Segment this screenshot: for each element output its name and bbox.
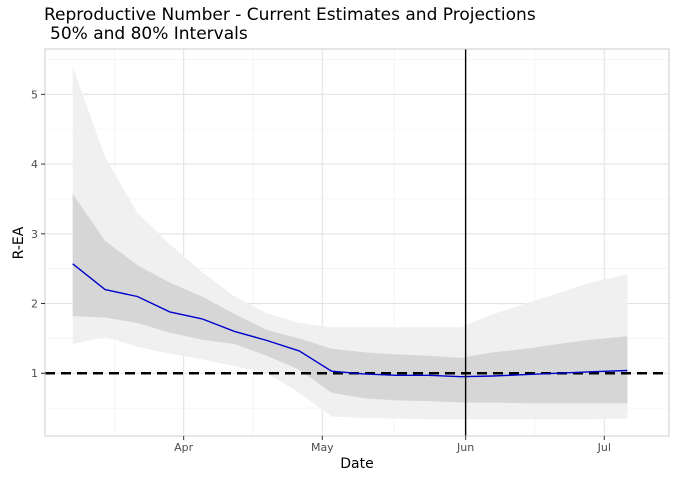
y-axis-ticks: 1 2 3 4 5 bbox=[31, 88, 45, 380]
x-tick-label: Apr bbox=[174, 441, 194, 454]
x-tick-label: Jun bbox=[456, 441, 474, 454]
y-tick-label: 1 bbox=[31, 367, 38, 380]
y-tick-label: 4 bbox=[31, 158, 38, 171]
plot-panel-border bbox=[44, 48, 670, 437]
y-tick-label: 5 bbox=[31, 88, 38, 101]
x-tick-label: May bbox=[311, 441, 334, 454]
plot-area bbox=[44, 48, 670, 437]
interval-band-50 bbox=[72, 194, 628, 404]
x-axis-title: Date bbox=[340, 456, 373, 472]
chart-title: Reproductive Number - Current Estimates … bbox=[44, 5, 536, 25]
chart-subtitle: 50% and 80% Intervals bbox=[50, 24, 248, 44]
y-axis-title: R-EA bbox=[11, 226, 27, 259]
x-axis-ticks: Apr May Jun Jul bbox=[174, 436, 611, 454]
y-tick-label: 2 bbox=[31, 298, 38, 311]
y-tick-label: 3 bbox=[31, 228, 38, 241]
x-tick-label: Jul bbox=[597, 441, 611, 454]
estimate-line bbox=[72, 263, 628, 378]
